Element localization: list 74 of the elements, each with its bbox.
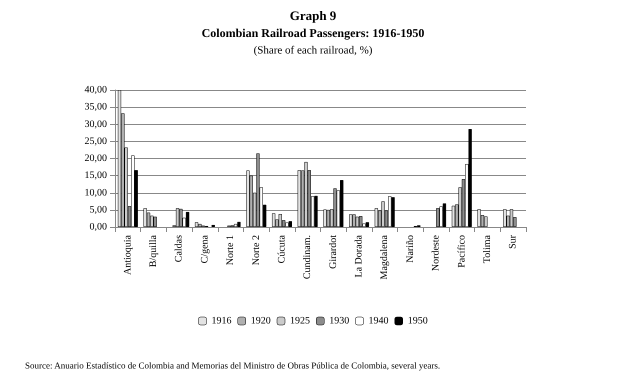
bar (391, 197, 395, 227)
x-tick-label: Tolima (482, 234, 493, 264)
bar (150, 216, 154, 227)
legend-label: 1950 (408, 316, 428, 326)
x-tick-label: Cundinam. (302, 235, 314, 280)
bar (298, 170, 301, 227)
x-tick-label: Caldas (174, 234, 185, 262)
bar (388, 196, 392, 227)
bar (359, 216, 362, 227)
bar (285, 222, 289, 227)
chart-title: Graph 9 (290, 8, 337, 23)
legend-label: 1916 (212, 316, 232, 326)
legend-label: 1930 (329, 316, 350, 326)
bar (340, 180, 344, 227)
bar (198, 224, 202, 227)
text: (Share of each railroad, %) (254, 44, 373, 56)
bar (314, 196, 318, 227)
x-tick-label: Antioquia (122, 234, 134, 275)
bar (442, 203, 446, 227)
x-tick-label: Sur (508, 234, 519, 249)
y-tick-label: 10,00 (84, 187, 107, 198)
bar (288, 221, 292, 227)
bar (352, 214, 356, 227)
source-note: Source: Anuario Estadístico de Colombia and Memorias del Ministro de Obras Pública de Colombia, several years. (25, 360, 440, 370)
bar (246, 170, 250, 227)
x-tick-label: Nordeste (430, 234, 442, 272)
y-tick-label: 0,00 (90, 222, 107, 232)
y-tick-label: 25,00 (84, 136, 107, 147)
y-tick-label: 15,00 (84, 170, 107, 182)
legend-label: 1920 (250, 316, 271, 326)
bar (278, 214, 282, 227)
bar (468, 129, 472, 227)
bar (237, 222, 241, 227)
x-tick-label: La Dorada (354, 234, 365, 278)
bar (234, 224, 238, 227)
bar (186, 212, 190, 227)
bar (272, 213, 276, 227)
bar (194, 222, 198, 227)
bar (154, 216, 157, 227)
bar (349, 214, 352, 227)
x-tick-label: Norte 1 (225, 235, 236, 266)
bar (176, 208, 180, 227)
bar (326, 210, 330, 227)
y-tick-label: 40,00 (84, 84, 107, 96)
x-tick-label: B/quilla (148, 234, 160, 268)
bar (304, 162, 308, 227)
bar (452, 206, 456, 227)
bar (323, 210, 327, 227)
y-tick-label: 20,00 (84, 153, 107, 164)
bar (366, 222, 370, 227)
x-tick-label: Cúcuta (276, 234, 288, 264)
bar (131, 155, 135, 227)
legend-label: 1940 (368, 316, 388, 326)
bar (510, 209, 514, 227)
x-tick-label: Magdalena (379, 234, 390, 280)
chart-subtitle: Colombian Railroad Passengers: 1916-1950 (202, 26, 424, 40)
x-tick-label: Norte 2 (250, 235, 262, 266)
bar (381, 201, 385, 227)
x-tick-label: Nariño (404, 235, 416, 263)
bar (477, 209, 481, 227)
y-tick-label: 35,00 (84, 102, 107, 113)
legend-label: 1925 (290, 316, 310, 326)
y-tick-label: 5,00 (90, 204, 107, 216)
bar (374, 208, 378, 227)
bar (439, 206, 443, 227)
y-tick-label: 30,00 (84, 118, 107, 130)
bar (503, 209, 506, 227)
bar (356, 216, 360, 227)
bar (144, 208, 147, 227)
bar (484, 216, 488, 227)
x-tick-label: C/gena (199, 234, 210, 264)
bar (118, 90, 122, 227)
x-tick-label: Pacífico (456, 235, 468, 268)
x-tick-label: Girardot (328, 234, 339, 269)
